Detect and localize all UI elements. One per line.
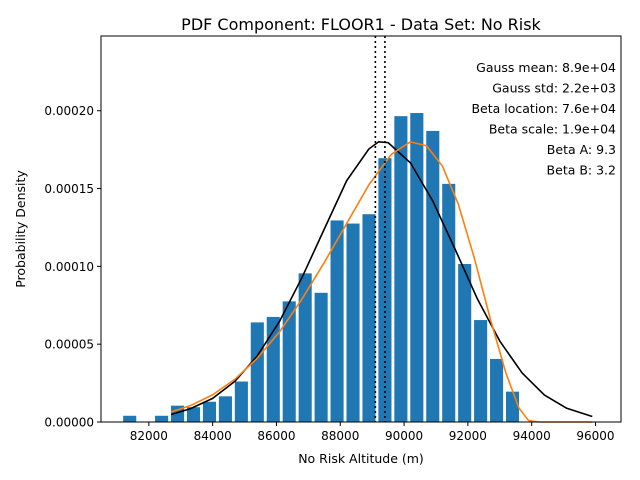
- histogram-bars: [123, 113, 520, 423]
- histogram-bar: [394, 116, 408, 422]
- x-tick-label: 88000: [321, 429, 359, 443]
- chart-title: PDF Component: FLOOR1 - Data Set: No Ris…: [181, 15, 541, 34]
- annotation-line: Gauss std: 2.2e+03: [492, 81, 616, 96]
- histogram-bar: [250, 322, 264, 422]
- histogram-bar: [362, 214, 376, 422]
- y-tick-label: 0.00020: [44, 104, 94, 118]
- x-tick-label: 92000: [449, 429, 487, 443]
- histogram-bar: [123, 415, 137, 422]
- histogram-bar: [490, 358, 504, 422]
- histogram-bar: [298, 273, 312, 422]
- annotation-line: Beta A: 9.3: [547, 142, 616, 157]
- annotation-line: Gauss mean: 8.9e+04: [476, 60, 616, 75]
- histogram-bar: [218, 396, 232, 422]
- x-tick-label: 82000: [130, 429, 168, 443]
- y-tick-label: 0.00005: [44, 338, 94, 352]
- histogram-bar: [426, 130, 440, 422]
- annotation-line: Beta location: 7.6e+04: [471, 101, 616, 116]
- y-tick-label: 0.00010: [44, 260, 94, 274]
- x-axis-label: No Risk Altitude (m): [298, 451, 424, 466]
- annotation-line: Beta scale: 1.9e+04: [489, 122, 616, 137]
- histogram-bar: [346, 223, 360, 422]
- annotation-line: Beta B: 3.2: [547, 163, 616, 178]
- y-axis-ticks: 0.00000 0.00005 0.00010 0.00015 0.00020: [44, 104, 101, 430]
- x-axis-ticks: 82000 84000 86000 88000 90000 92000 94000 96000: [130, 422, 615, 443]
- y-tick-label: 0.00015: [44, 182, 94, 196]
- histogram-bar: [442, 183, 456, 422]
- x-tick-label: 84000: [194, 429, 232, 443]
- histogram-bar: [330, 220, 344, 422]
- histogram-bar: [410, 113, 424, 422]
- beta-fit-line: [170, 141, 593, 423]
- histogram-bar: [378, 158, 392, 422]
- plot-frame: [100, 35, 622, 423]
- histogram-bar: [505, 391, 520, 422]
- histogram-bar: [458, 264, 472, 422]
- y-axis-label: Probability Density: [13, 170, 28, 288]
- x-tick-label: 86000: [257, 429, 295, 443]
- x-tick-label: 96000: [576, 429, 614, 443]
- histogram-bar: [171, 405, 185, 422]
- y-tick-label: 0.00000: [44, 416, 94, 430]
- histogram-bar: [155, 415, 169, 422]
- histogram-bar: [282, 301, 296, 423]
- fit-curves: [170, 141, 593, 423]
- x-tick-label: 90000: [385, 429, 423, 443]
- reference-lines: [374, 36, 386, 422]
- histogram-bar: [474, 320, 488, 422]
- histogram-bar: [202, 401, 217, 422]
- histogram-bar: [234, 381, 248, 422]
- x-tick-label: 94000: [513, 429, 551, 443]
- fit-parameters-text: Gauss mean: 8.9e+04 Gauss std: 2.2e+03 Bet…: [471, 60, 616, 178]
- histogram-bar: [314, 292, 328, 422]
- histogram-bar: [186, 407, 201, 422]
